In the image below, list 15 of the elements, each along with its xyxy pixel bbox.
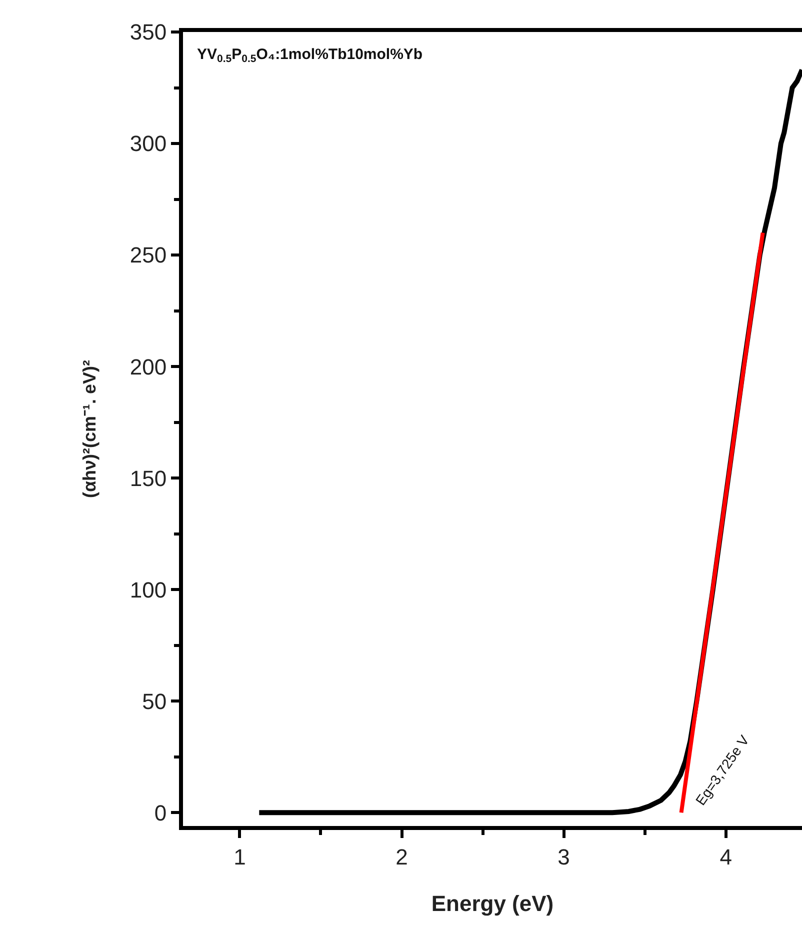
x-tick-label: 4 [720,844,732,870]
y-tick-label: 50 [142,688,167,714]
y-tick-label: 250 [130,242,167,268]
y-axis-title: (αhν)²(cm⁻¹. eV)² [80,360,100,498]
x-axis-title: Energy (eV) [431,890,554,916]
annotation: YV$_{0.5}$P$_{0.5}$O₄:1mol%Tb10mol%Yb [197,46,423,66]
y-tick-label: 100 [130,577,167,602]
y-tick-label: 350 [130,20,167,45]
y-tick-label: 150 [130,466,167,491]
x-tick-label: 1 [234,844,246,870]
x-tick-label: 2 [396,844,408,870]
y-tick-label: 300 [130,131,167,156]
y-tick-label: 200 [130,354,167,380]
x-tick-label: 3 [558,844,570,870]
y-tick-label: 0 [154,800,167,826]
